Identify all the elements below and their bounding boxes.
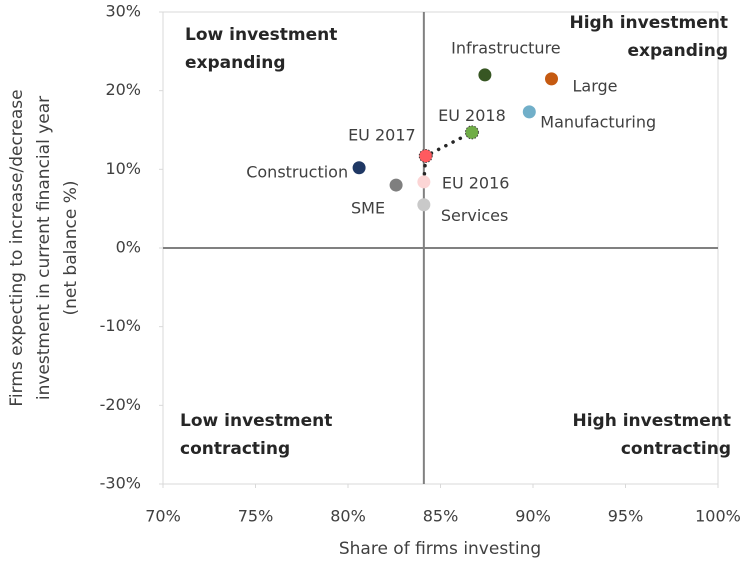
point-label: EU 2016: [442, 173, 510, 192]
x-tick-label: 75%: [238, 507, 274, 526]
point-label: EU 2017: [348, 125, 416, 144]
y-axis-title: investment in current financial year: [34, 96, 54, 400]
quadrant-label: High investment: [569, 13, 728, 33]
data-point: [478, 68, 492, 82]
y-tick-label: -10%: [100, 316, 141, 335]
data-point: [417, 198, 431, 212]
data-point: [464, 125, 479, 140]
y-tick-label: -20%: [100, 395, 141, 414]
point-label: Large: [573, 76, 618, 95]
x-tick-label: 90%: [515, 507, 551, 526]
quadrant-label: expanding: [627, 41, 728, 61]
x-axis-title: Share of firms investing: [339, 539, 541, 559]
y-tick-label: 30%: [105, 2, 141, 21]
y-tick-label: 0%: [116, 238, 141, 257]
x-tick-label: 80%: [330, 507, 366, 526]
point-label: Services: [441, 206, 508, 225]
data-point: [522, 105, 536, 119]
data-point: [389, 178, 403, 192]
quadrant-label: Low investment: [180, 411, 332, 431]
y-tick-label: 20%: [105, 80, 141, 99]
quadrant-label: High investment: [572, 411, 731, 431]
data-point: [545, 72, 558, 86]
y-axis-title: Firms expecting to increase/decrease: [7, 89, 27, 406]
quadrant-label: expanding: [185, 53, 286, 73]
quadrant-label: contracting: [180, 439, 290, 459]
point-label: EU 2018: [438, 106, 506, 125]
data-point: [418, 148, 433, 163]
y-tick-label: -30%: [100, 474, 141, 493]
y-tick-label: 10%: [105, 159, 141, 178]
quadrant-label: contracting: [621, 439, 731, 459]
x-tick-label: 70%: [145, 507, 181, 526]
data-point: [352, 161, 366, 175]
point-label: Manufacturing: [540, 112, 656, 131]
x-tick-label: 100%: [695, 507, 741, 526]
quadrant-label: Low investment: [185, 25, 337, 45]
y-axis-title: (net balance %): [61, 180, 81, 315]
point-label: Construction: [246, 162, 348, 181]
data-point: [417, 175, 431, 189]
x-tick-label: 95%: [608, 507, 644, 526]
point-label: Infrastructure: [451, 38, 560, 57]
point-label: SME: [351, 199, 385, 218]
x-tick-label: 85%: [423, 507, 459, 526]
